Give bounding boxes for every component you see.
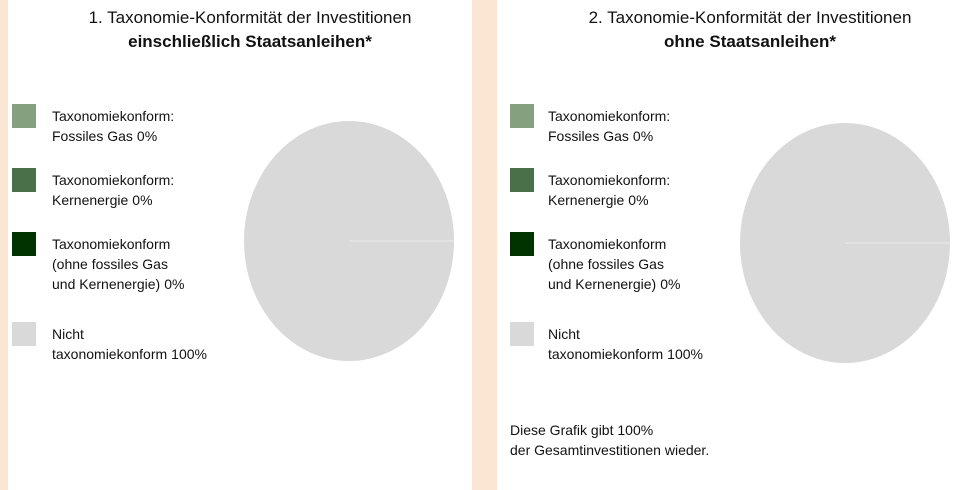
legend-entry: Taxonomiekonform: Kernenergie 0% [548,170,670,210]
value-label: 0% [164,276,185,292]
legend-entry: Nicht taxonomiekonform 100% [52,324,207,364]
pie-chart [740,123,950,363]
chart-panel: 1. Taxonomie-Konformität der Investition… [8,0,472,490]
legend-swatch [510,232,534,256]
legend-label: Taxonomiekonform (ohne fossiles Gas und … [548,236,667,292]
title-line: 1. Taxonomie-Konformität der Investition… [88,8,412,27]
value-label: 0% [632,128,654,144]
legend-entry: Taxonomiekonform: Kernenergie 0% [52,170,174,210]
title-line: 2. Taxonomie-Konformität der Investition… [588,8,912,27]
subtitle: einschließlich Staatsanleihen* [128,32,372,51]
legend-label: Taxonomiekonform (ohne fossiles Gas und … [52,236,171,292]
chart-panel: 2. Taxonomie-Konformität der Investition… [497,0,969,490]
legend-label: Taxonomiekonform: Fossiles Gas [52,108,175,144]
legend-swatch [12,322,36,346]
chart-title: 1. Taxonomie-Konformität der Investition… [18,6,482,54]
value-label: 0% [628,192,649,208]
legend-label: Nicht taxonomiekonform [548,326,664,362]
legend-entry: Taxonomiekonform (ohne fossiles Gas und … [548,234,680,294]
legend-entry: Taxonomiekonform (ohne fossiles Gas und … [52,234,184,294]
value-label: 100% [171,346,207,362]
legend-entry: Nicht taxonomiekonform 100% [548,324,703,364]
legend-entry: Taxonomiekonform: Fossiles Gas 0% [548,106,670,146]
legend-swatch [12,168,36,192]
value-label: 100% [667,346,703,362]
legend-label: Taxonomiekonform: Kernenergie [52,172,175,208]
value-label: 0% [132,192,153,208]
legend-swatch [510,104,534,128]
legend-swatch [510,168,534,192]
pie-chart [244,121,454,361]
legend-entry: Taxonomiekonform: Fossiles Gas 0% [52,106,174,146]
legend-swatch [12,232,36,256]
value-label: 0% [660,276,681,292]
legend-swatch [510,322,534,346]
legend-label: Nicht taxonomiekonform [52,326,168,362]
legend-swatch [12,104,36,128]
chart-title: 2. Taxonomie-Konformität der Investition… [514,6,969,54]
legend-label: Taxonomiekonform: Fossiles Gas [548,108,671,144]
legend-label: Taxonomiekonform: Kernenergie [548,172,671,208]
annotation: Diese Grafik gibt 100% der Gesamtinvesti… [510,422,710,458]
value-label: 0% [136,128,158,144]
subtitle: ohne Staatsanleihen* [664,32,836,51]
